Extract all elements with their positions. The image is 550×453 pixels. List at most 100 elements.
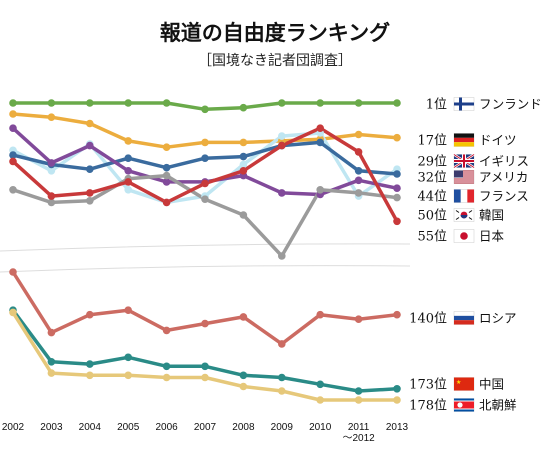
- series-4-point-2013: [393, 184, 401, 192]
- axis-break-line-upper: [0, 243, 411, 252]
- series-1-point-2005: [124, 137, 132, 145]
- series-7-line: [11, 270, 399, 346]
- series-0-point-2006: [162, 99, 171, 107]
- series-7-rank-label: 140位: [409, 312, 447, 327]
- series-5-point-2004: [86, 197, 94, 205]
- series-7-point-2003: [47, 328, 56, 337]
- series-6-point-2005: [124, 178, 132, 186]
- series-1-point-2006: [162, 143, 171, 151]
- series-4-point-2003: [47, 159, 56, 167]
- x-tick-label-2013: 2013: [386, 422, 409, 433]
- series-4-point-2006: [162, 178, 171, 186]
- series-5-point-2003: [47, 198, 56, 207]
- series-9-point-2010: [316, 396, 325, 404]
- series-8-point-2011: [354, 387, 363, 395]
- series-0-point-2013: [393, 99, 401, 107]
- series-1-end-label: 17位 ドイツ: [417, 133, 516, 149]
- series-9-point-2002: [9, 308, 17, 317]
- series-9-point-2013: [393, 396, 401, 404]
- series-7-point-2004: [86, 310, 94, 319]
- series-2-point-2005: [124, 186, 132, 194]
- series-6-point-2004: [86, 189, 94, 197]
- series-1-rank-label: 17位: [417, 134, 447, 149]
- series-4-country-label: フランス: [479, 189, 529, 204]
- series-1-point-2008: [239, 138, 248, 147]
- series-9-point-2008: [239, 382, 248, 391]
- series-8-flag-icon: ★: [453, 377, 475, 391]
- series-5-flag-icon: [453, 208, 475, 222]
- series-8-point-2006: [162, 362, 171, 371]
- series-0-point-2010: [316, 99, 325, 107]
- series-2-point-2008: [239, 160, 248, 169]
- series-3-point-2002: [9, 151, 17, 159]
- x-tick-label-2006: 2006: [155, 422, 178, 433]
- series-4-point-2002: [9, 124, 17, 132]
- series-1-point-2013: [393, 133, 401, 142]
- series-2-end-label: 29位 イギリス: [417, 153, 529, 170]
- series-7-point-2010: [316, 310, 325, 319]
- series-9-point-2009: [278, 387, 286, 395]
- series-6-point-2002: [9, 157, 17, 166]
- series-9-point-2005: [124, 371, 132, 380]
- series-0-country-label: フンランド: [479, 97, 542, 112]
- series-3-point-2005: [124, 154, 132, 162]
- series-4-point-2009: [278, 189, 286, 197]
- series-4-flag-icon: [453, 189, 475, 203]
- series-6-end-label: 55位 日本: [417, 229, 504, 245]
- series-3-point-2008: [239, 152, 248, 161]
- series-7-point-2002: [9, 268, 17, 276]
- series-8-country-label: 中国: [479, 377, 504, 392]
- series-6-point-2011: [354, 148, 363, 156]
- series-6-point-2003: [47, 192, 56, 200]
- x-tick-label-2011: 2011 〜2012: [342, 422, 375, 444]
- series-8-point-2009: [278, 373, 286, 382]
- series-8-point-2003: [47, 358, 56, 366]
- series-9-rank-label: 178位: [409, 399, 447, 414]
- series-6-point-2013: [393, 217, 401, 226]
- series-0-point-2008: [239, 103, 248, 112]
- series-5-point-2006: [162, 171, 171, 180]
- series-5-point-2013: [393, 193, 401, 202]
- series-5-point-2010: [316, 186, 325, 194]
- x-tick-label-2007: 2007: [194, 422, 217, 433]
- x-tick-label-2010: 2010: [309, 422, 332, 433]
- series-8-rank-label: 173位: [409, 378, 447, 393]
- x-tick-label-2002: 2002: [2, 422, 25, 433]
- series-7-point-2005: [124, 306, 132, 315]
- series-7-point-2008: [239, 313, 248, 321]
- series-1-point-2007: [201, 138, 209, 147]
- series-9-point-2007: [201, 373, 209, 382]
- chart-title: 報道の自由度ランキング: [160, 21, 390, 45]
- series-8-point-2013: [393, 385, 401, 393]
- series-9-point-2004: [86, 371, 94, 380]
- series-3-rank-label: 32位: [417, 171, 447, 186]
- series-5-point-2007: [201, 195, 209, 203]
- x-tick-label-2005: 2005: [117, 422, 140, 433]
- series-8-point-2010: [316, 380, 325, 389]
- series-0-rank-label: 1位: [426, 98, 447, 113]
- series-1-point-2002: [9, 110, 17, 118]
- series-0-flag-icon: [453, 97, 475, 111]
- x-tick-label-2008: 2008: [232, 422, 255, 433]
- series-9-point-2011: [354, 396, 363, 404]
- series-9-point-2003: [47, 369, 56, 377]
- series-4-end-label: 44位 フランス: [417, 189, 528, 205]
- series-7-country-label: ロシア: [479, 311, 517, 326]
- series-6-rank-label: 55位: [417, 230, 447, 245]
- series-0-point-2004: [86, 99, 94, 107]
- series-3-point-2013: [393, 170, 401, 178]
- series-3-point-2006: [162, 163, 171, 172]
- series-4-rank-label: 44位: [417, 190, 447, 205]
- series-3-point-2011: [354, 167, 363, 175]
- series-6-point-2007: [201, 179, 209, 188]
- series-8-point-2008: [239, 371, 248, 380]
- series-0-point-2011: [354, 99, 363, 107]
- series-4-point-2011: [354, 176, 363, 185]
- series-0-point-2003: [47, 99, 56, 107]
- series-7-point-2007: [201, 319, 209, 328]
- series-2-point-2009: [278, 132, 286, 140]
- series-2-rank-label: 29位: [417, 155, 447, 170]
